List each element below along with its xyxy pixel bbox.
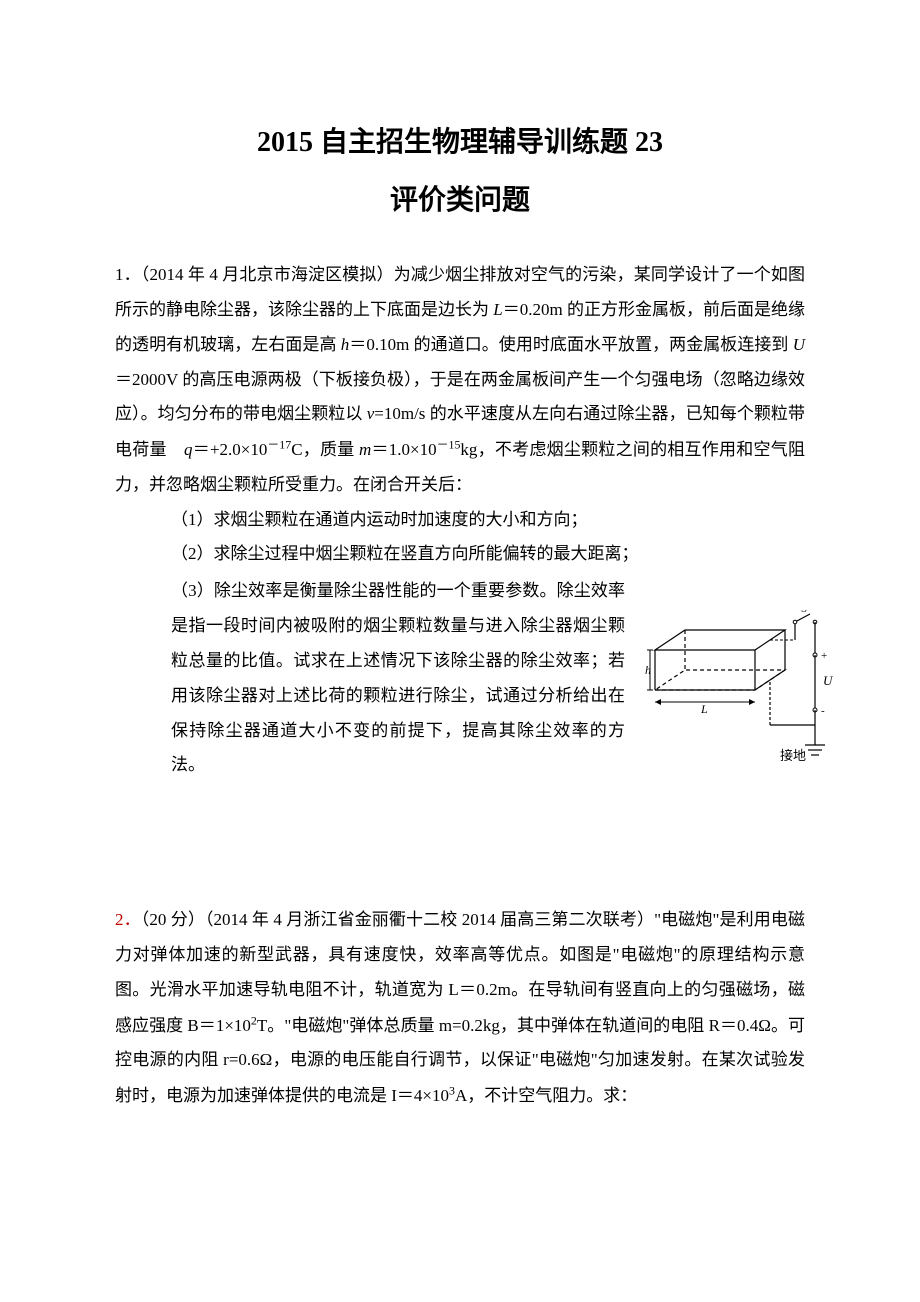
plus-label: + xyxy=(821,650,827,662)
top-plate xyxy=(655,630,785,650)
switch-blade xyxy=(795,614,810,622)
spacer xyxy=(115,783,805,903)
problem-1-q1: （1）求烟尘颗粒在通道内运动时加速度的大小和方向； xyxy=(115,503,805,538)
h-label: h xyxy=(645,663,651,677)
l-arrow-r xyxy=(749,699,755,705)
problem-2: 2．（20 分）（2014 年 4 月浙江省金丽衢十二校 2014 届高三第二次… xyxy=(115,903,805,1113)
dust-collector-diagram: h L S + U - xyxy=(645,610,835,780)
u-label: U xyxy=(823,673,834,688)
problem-1-q2: （2）求除尘过程中烟尘颗粒在竖直方向所能偏转的最大距离； xyxy=(115,537,805,572)
problem-2-text: "电磁炮"是利用电磁力对弹体加速的新型武器，具有速度快，效率高等优点。如图是"电… xyxy=(115,910,805,1105)
doc-subtitle: 评价类问题 xyxy=(115,178,805,218)
problem-1-source: （2014 年 4 月北京市海淀区模拟） xyxy=(141,265,394,284)
problem-2-source: （2014 年 4 月浙江省金丽衢十二校 2014 届高三第二次联考） xyxy=(205,910,654,929)
problem-2-number: 2． xyxy=(115,910,141,929)
problem-2-points: （20 分） xyxy=(141,910,205,929)
problem-1-number: 1． xyxy=(115,265,141,284)
switch-pin-l xyxy=(793,620,797,624)
minus-label: - xyxy=(821,705,825,717)
l-label: L xyxy=(700,702,708,716)
bottom-plate-back xyxy=(655,670,785,690)
switch-label: S xyxy=(801,610,807,615)
doc-title: 2015 自主招生物理辅导训练题 23 xyxy=(115,120,805,160)
l-arrow-l xyxy=(655,699,661,705)
problem-1-text: 为减少烟尘排放对空气的污染，某同学设计了一个如图所示的静电除尘器，该除尘器的上下… xyxy=(115,265,805,494)
problem-1-q3-wrap: （3）除尘效率是衡量除尘器性能的一个重要参数。除尘效率是指一段时间内被吸附的烟尘… xyxy=(115,574,805,783)
diagram-svg: h L S + U - xyxy=(645,610,835,780)
problem-1: 1．（2014 年 4 月北京市海淀区模拟）为减少烟尘排放对空气的污染，某同学设… xyxy=(115,258,805,783)
problem-1-body: 1．（2014 年 4 月北京市海淀区模拟）为减少烟尘排放对空气的污染，某同学设… xyxy=(115,258,805,503)
ground-label: 接地 xyxy=(780,748,806,763)
